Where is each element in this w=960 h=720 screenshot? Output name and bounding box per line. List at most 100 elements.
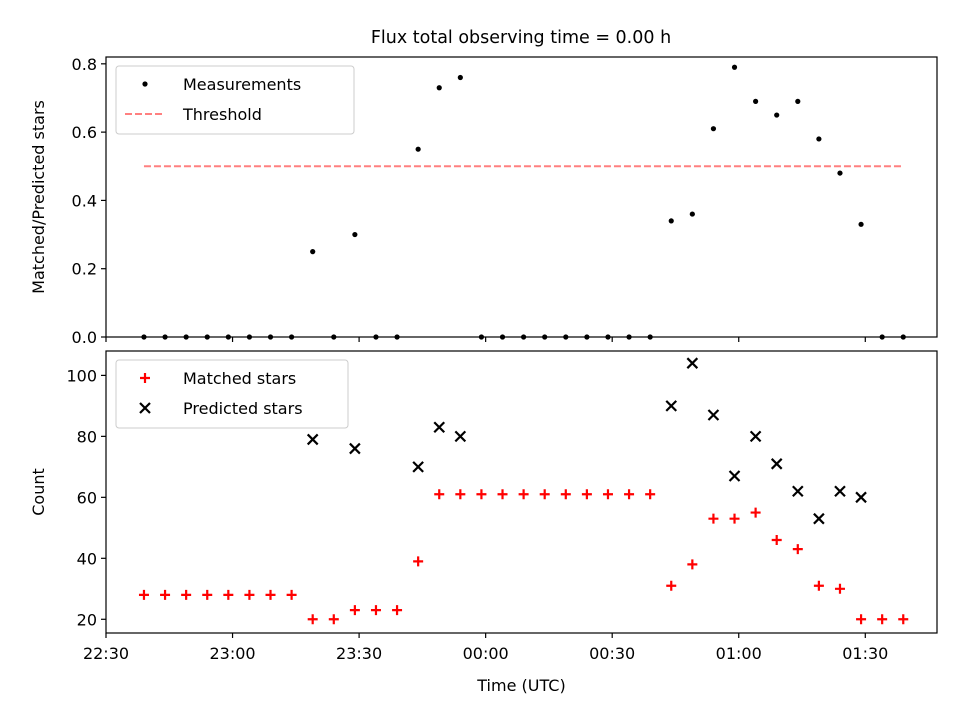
data-point <box>708 513 719 524</box>
legend: Measurements Threshold <box>115 65 355 135</box>
data-point <box>710 126 717 132</box>
data-point <box>666 580 677 591</box>
x-tick-label: 22:30 <box>83 644 129 663</box>
data-point <box>687 559 698 570</box>
data-point <box>665 400 678 412</box>
x-tick-label: 23:00 <box>209 644 255 663</box>
data-point <box>753 98 759 104</box>
data-point <box>476 489 487 500</box>
series-1-1 <box>306 357 867 525</box>
y-tick-label: 0.6 <box>72 123 97 142</box>
data-point <box>433 421 446 433</box>
data-point <box>816 136 822 142</box>
data-point <box>265 589 276 600</box>
legend-marker <box>139 402 151 414</box>
data-point <box>160 589 171 600</box>
data-point <box>436 85 442 91</box>
data-point <box>202 589 213 600</box>
legend-label: Matched stars <box>183 369 296 388</box>
y-axis-label: Count <box>29 468 48 516</box>
data-point <box>244 589 255 600</box>
x-tick-label: 00:30 <box>589 644 635 663</box>
data-point <box>877 614 888 625</box>
data-point <box>518 489 529 500</box>
x-tick-label: 01:00 <box>716 644 762 663</box>
data-point <box>774 112 780 118</box>
data-point <box>856 614 867 625</box>
legend-label: Predicted stars <box>183 399 303 418</box>
data-point <box>286 589 297 600</box>
data-point <box>731 64 738 70</box>
data-point <box>898 614 909 625</box>
y-tick-label: 60 <box>77 488 97 507</box>
data-point <box>686 357 699 369</box>
data-point <box>834 485 846 498</box>
ratio-plot: 0.0 0.2 0.4 0.6 0.8 Matched/Predicted stars Me… <box>29 55 938 347</box>
data-point <box>749 430 762 443</box>
data-point <box>792 485 804 498</box>
data-point <box>434 489 445 500</box>
y-tick-label: 0.8 <box>72 55 97 74</box>
data-point <box>352 231 358 238</box>
data-point <box>370 605 381 616</box>
data-point <box>310 249 316 255</box>
data-point <box>813 580 824 591</box>
data-point <box>729 513 740 524</box>
series-1-0 <box>138 489 909 625</box>
data-point <box>415 146 421 152</box>
legend: Matched stars Predicted stars <box>115 359 349 429</box>
data-point <box>645 489 656 500</box>
data-point <box>349 442 361 455</box>
data-point <box>413 556 424 567</box>
legend-marker <box>140 373 150 383</box>
data-point <box>771 535 782 546</box>
data-point <box>728 470 741 482</box>
y-tick-label: 100 <box>66 366 97 385</box>
x-tick-label: 00:00 <box>463 644 509 663</box>
data-point <box>792 544 803 555</box>
data-point <box>497 489 508 500</box>
legend-marker <box>142 81 148 87</box>
axes-frame <box>105 350 938 634</box>
legend-box <box>115 359 349 429</box>
data-point <box>624 489 635 500</box>
legend-label: Measurements <box>183 75 301 94</box>
data-point <box>855 491 867 504</box>
data-point <box>813 512 825 525</box>
data-point <box>795 98 801 104</box>
data-point <box>412 461 424 473</box>
data-point <box>858 221 864 227</box>
data-point <box>138 589 149 600</box>
data-point <box>328 614 339 625</box>
axes-frame <box>105 56 938 338</box>
data-point <box>181 589 192 600</box>
data-point <box>560 489 571 500</box>
data-point <box>707 409 720 421</box>
y-tick-label: 0.0 <box>72 328 97 347</box>
x-axis-label: Time (UTC) <box>476 676 565 695</box>
y-tick-label: 80 <box>77 427 97 446</box>
data-point <box>392 605 403 616</box>
data-point <box>834 583 845 594</box>
data-point <box>689 211 695 217</box>
y-tick-label: 0.2 <box>72 260 97 279</box>
data-point <box>307 614 318 625</box>
data-point <box>349 605 360 616</box>
x-tick-label: 23:30 <box>336 644 382 663</box>
data-point <box>455 489 466 500</box>
legend-box <box>115 65 355 135</box>
data-point <box>602 489 613 500</box>
x-tick-label: 01:30 <box>842 644 888 663</box>
data-point <box>770 458 783 470</box>
y-tick-label: 40 <box>77 549 97 568</box>
data-point <box>223 589 234 600</box>
data-point <box>668 218 674 224</box>
data-point <box>454 430 467 443</box>
legend-label: Threshold <box>182 105 262 124</box>
chart-title: Flux total observing time = 0.00 h <box>371 28 671 48</box>
data-point <box>457 74 463 81</box>
count-plot: 20 40 60 80 100 22:30 23:00 23:30 00:00 00:30 01:0… <box>29 350 938 695</box>
data-point <box>306 433 319 446</box>
y-axis-label: Matched/Predicted stars <box>29 100 48 294</box>
